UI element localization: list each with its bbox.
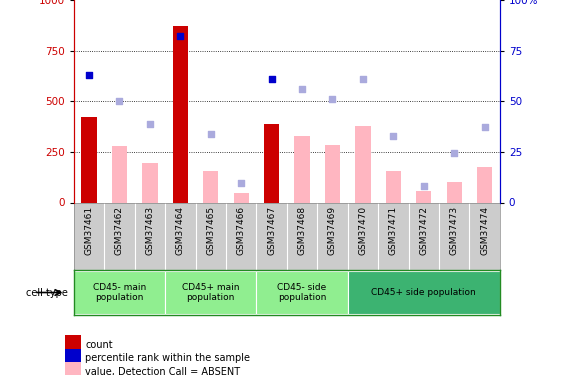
Bar [416, 191, 431, 202]
Text: GSM37473: GSM37473 [450, 206, 459, 255]
Text: GSM37465: GSM37465 [206, 206, 215, 255]
Point [145, 120, 154, 126]
Point [358, 76, 367, 82]
Bar [264, 123, 279, 202]
Bar [173, 26, 188, 202]
Text: GSM37467: GSM37467 [267, 206, 276, 255]
Point [85, 72, 94, 78]
Bar [386, 171, 401, 202]
Bar [325, 145, 340, 202]
Bar [446, 182, 462, 203]
Text: value, Detection Call = ABSENT: value, Detection Call = ABSENT [85, 367, 240, 375]
Bar [74, 271, 165, 314]
Text: GSM37466: GSM37466 [237, 206, 246, 255]
Bar [356, 126, 370, 202]
Point [298, 86, 307, 92]
Point [237, 180, 246, 186]
Text: GSM37469: GSM37469 [328, 206, 337, 255]
Text: GSM37462: GSM37462 [115, 206, 124, 255]
Bar [348, 271, 500, 314]
Point [450, 150, 459, 156]
Text: GSM37471: GSM37471 [389, 206, 398, 255]
Point [389, 133, 398, 139]
Text: CD45+ main
population: CD45+ main population [182, 283, 240, 302]
Bar [143, 163, 157, 202]
Bar [112, 146, 127, 202]
Text: GSM37472: GSM37472 [419, 206, 428, 255]
Text: GSM37470: GSM37470 [358, 206, 367, 255]
Text: count: count [85, 340, 113, 350]
Bar [65, 362, 81, 375]
Bar [294, 136, 310, 202]
Text: cell type: cell type [26, 288, 68, 297]
Text: CD45- main
population: CD45- main population [93, 283, 146, 302]
Text: percentile rank within the sample: percentile rank within the sample [85, 353, 250, 363]
Bar [233, 194, 249, 202]
Point [328, 96, 337, 102]
Point [267, 76, 276, 82]
Text: GSM37468: GSM37468 [298, 206, 307, 255]
Point [115, 98, 124, 104]
Text: CD45+ side population: CD45+ side population [371, 288, 476, 297]
Text: GSM37474: GSM37474 [480, 206, 489, 255]
Bar [256, 271, 348, 314]
Bar [203, 171, 218, 202]
Point [206, 130, 215, 136]
Text: GSM37463: GSM37463 [145, 206, 154, 255]
Text: GSM37461: GSM37461 [85, 206, 94, 255]
Bar [65, 335, 81, 352]
Bar [477, 167, 492, 202]
Text: CD45- side
population: CD45- side population [277, 283, 327, 302]
Point [480, 124, 489, 130]
Point [176, 33, 185, 39]
Point [419, 183, 428, 189]
Text: GSM37464: GSM37464 [176, 206, 185, 255]
Bar [165, 271, 256, 314]
Bar [81, 117, 97, 202]
Bar [65, 349, 81, 366]
